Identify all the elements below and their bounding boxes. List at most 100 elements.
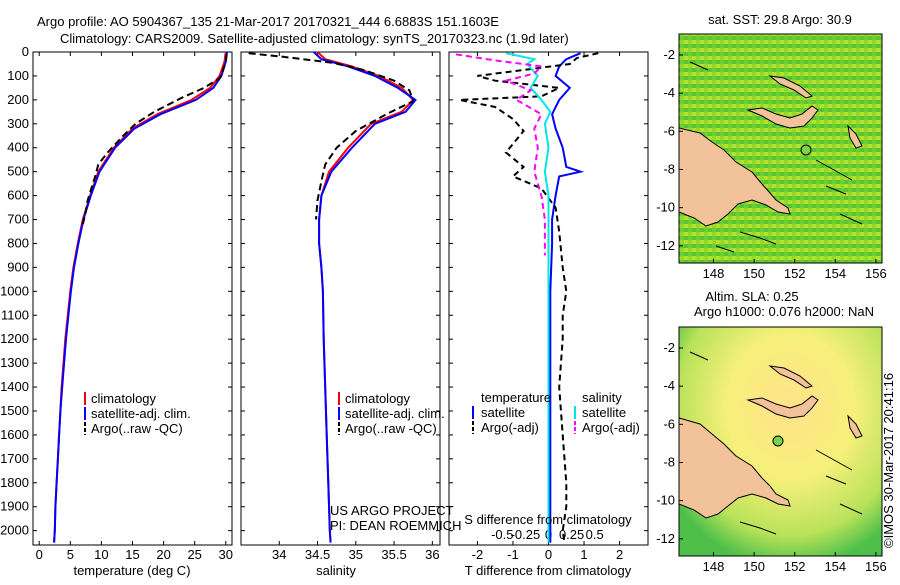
sst-map-field [679, 34, 882, 263]
legend-title-temperature: temperature [481, 390, 551, 405]
x-tick-label: 30 [219, 547, 233, 562]
argo-position-marker [800, 144, 812, 156]
sla-map-subtitle: Argo h1000: 0.076 h2000: NaN [694, 304, 874, 319]
map-y-tick-label: -10 [656, 200, 675, 215]
x-tick-label: 35 [349, 547, 363, 562]
y-tick-label: 500 [7, 164, 29, 179]
sst-map-title: sat. SST: 29.8 Argo: 30.9 [708, 12, 852, 27]
x-tick-label: 2 [616, 547, 623, 562]
temperature-xlabel: temperature (deg C) [73, 563, 190, 578]
x-tick-label: 0 [36, 547, 43, 562]
s-diff-tick-label: 0.25 [559, 527, 584, 542]
difference-axes: -2 -1 0 1 2-0.5-0.25 0 0.25 0.5 [449, 51, 648, 562]
map-y-tick-label: -8 [663, 161, 675, 176]
sst-map-frame [678, 33, 883, 264]
x-tick-label: 34 [272, 547, 286, 562]
bougainville-land [847, 124, 863, 149]
map-x-tick-label: 152 [784, 266, 806, 281]
y-tick-label: 1000 [0, 283, 29, 298]
map-y-tick-label: -2 [663, 47, 675, 62]
series-line-satellite-adj-clim [53, 51, 228, 543]
new-britain-land [746, 395, 819, 419]
solomon-coast [689, 61, 863, 253]
map-y-tick-label: -2 [663, 340, 675, 355]
new-britain-land [746, 105, 819, 129]
y-tick-label: 1800 [0, 475, 29, 490]
new-ireland-land [768, 365, 814, 389]
header-line-1: Argo profile: AO 5904367_135 21-Mar-2017… [37, 14, 499, 29]
y-tick-label: 800 [7, 235, 29, 250]
map-x-tick-label: 148 [703, 266, 725, 281]
legend-label-argo: Argo(..raw -QC) [345, 421, 437, 436]
y-tick-label: 400 [7, 140, 29, 155]
map-x-tick-label: 156 [865, 559, 887, 574]
map-y-tick-label: -10 [656, 493, 675, 508]
y-tick-label: 1600 [0, 427, 29, 442]
salinity-legend: climatology satellite-adj. clim. Argo(..… [338, 391, 445, 436]
legend-label-satellite: satellite-adj. clim. [91, 406, 191, 421]
salinity-plot-frame [240, 51, 441, 546]
salinity-axes: 34 34.5 35 35.5 36 [241, 51, 440, 562]
legend-label-climatology: climatology [345, 391, 411, 406]
s-diff-tick-label: -0.5 [491, 527, 513, 542]
series-line-s-argo-adj [455, 53, 546, 256]
series-line-t-argo-adj [459, 52, 599, 543]
series-line-s-satellite [505, 52, 552, 543]
y-tick-label: 1500 [0, 403, 29, 418]
header-line-2: Climatology: CARS2009. Satellite-adjuste… [60, 31, 569, 46]
imos-watermark: ©IMOS 30-Mar-2017 20:41:16 [881, 373, 896, 548]
argo-position-marker [772, 435, 784, 447]
legend-label-t-argo: Argo(-adj) [481, 420, 539, 435]
new-guinea-land [679, 127, 791, 227]
x-tick-label: 20 [156, 547, 170, 562]
sla-map-axes: 148 150 152 154 156 -2 -4 -6 -8 -10 -12 [656, 340, 887, 574]
y-tick-label: 1200 [0, 331, 29, 346]
y-tick-label: 600 [7, 188, 29, 203]
x-tick-label: 1 [580, 547, 587, 562]
temperature-axes: 0100200300400500600700800900100011001200… [0, 44, 233, 562]
map-x-tick-label: 154 [824, 266, 846, 281]
y-tick-label: 0 [22, 44, 29, 59]
difference-legend: temperature satellite Argo(-adj) salinit… [472, 390, 640, 435]
s-diff-tick-label: -0.25 [511, 527, 541, 542]
x-tick-label: 10 [94, 547, 108, 562]
map-x-tick-label: 152 [784, 559, 806, 574]
project-credit: US ARGO PROJECT [330, 503, 454, 518]
sla-map-field [679, 327, 882, 556]
map-y-tick-label: -4 [663, 85, 675, 100]
sst-map-axes: 148 150 152 154 156 -2 -4 -6 -8 -10 -12 [656, 47, 887, 281]
y-tick-label: 2000 [0, 523, 29, 538]
salinity-xlabel: salinity [316, 563, 356, 578]
sla-map-frame [678, 326, 883, 557]
map-y-tick-label: -4 [663, 378, 675, 393]
map-y-tick-label: -8 [663, 454, 675, 469]
sla-map-title: Altim. SLA: 0.25 [705, 289, 798, 304]
x-tick-label: -1 [507, 547, 519, 562]
map-y-tick-label: -12 [656, 531, 675, 546]
y-tick-label: 100 [7, 68, 29, 83]
bougainville-land [847, 414, 863, 439]
x-tick-label: 36 [425, 547, 439, 562]
map-x-tick-label: 156 [865, 266, 887, 281]
solomon-coast [689, 351, 863, 535]
new-guinea-land [679, 417, 791, 519]
series-line-satellite-adj-clim [313, 51, 417, 543]
y-tick-label: 200 [7, 92, 29, 107]
legend-label-argo: Argo(..raw -QC) [91, 421, 183, 436]
x-tick-label: 0 [545, 547, 552, 562]
series-line-argo-raw-qc [81, 54, 228, 225]
x-tick-label: 5 [67, 547, 74, 562]
new-ireland-land [768, 75, 814, 99]
y-tick-label: 1300 [0, 355, 29, 370]
legend-label-s-argo: Argo(-adj) [582, 420, 640, 435]
x-tick-label: 34.5 [305, 547, 330, 562]
x-tick-label: 35.5 [381, 547, 406, 562]
map-y-tick-label: -6 [663, 123, 675, 138]
x-tick-label: 15 [125, 547, 139, 562]
y-tick-label: 1700 [0, 451, 29, 466]
y-tick-label: 900 [7, 259, 29, 274]
map-x-tick-label: 154 [824, 559, 846, 574]
y-tick-label: 1400 [0, 379, 29, 394]
